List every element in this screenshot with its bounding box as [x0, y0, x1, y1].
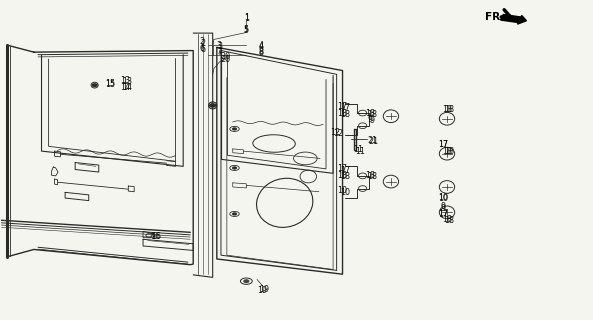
Text: 17: 17	[438, 140, 448, 149]
Text: 18: 18	[337, 171, 347, 180]
Text: 21: 21	[368, 137, 378, 146]
Text: 1: 1	[244, 13, 249, 22]
Text: 7: 7	[216, 47, 221, 56]
Text: 18: 18	[340, 109, 350, 118]
Circle shape	[210, 104, 216, 107]
Text: 5: 5	[244, 25, 249, 35]
Text: 16: 16	[151, 232, 161, 241]
Text: 10: 10	[438, 194, 448, 203]
Circle shape	[233, 128, 236, 130]
Text: 11: 11	[355, 147, 365, 156]
Text: 17: 17	[438, 209, 448, 218]
Text: 6: 6	[200, 44, 205, 53]
Text: 18: 18	[442, 105, 452, 114]
Text: 15: 15	[106, 79, 116, 88]
Text: 14: 14	[120, 83, 130, 92]
Text: 16: 16	[150, 232, 160, 241]
Text: 1: 1	[244, 14, 249, 23]
Circle shape	[93, 84, 97, 86]
Text: 3: 3	[216, 41, 221, 50]
Text: 2: 2	[200, 39, 206, 48]
Text: 3: 3	[217, 42, 222, 51]
Text: 17: 17	[340, 166, 350, 175]
Text: 14: 14	[122, 83, 132, 92]
Circle shape	[233, 167, 236, 169]
Text: 5: 5	[244, 26, 249, 35]
Text: 18: 18	[444, 147, 454, 156]
Text: 17: 17	[438, 210, 448, 219]
Text: 18: 18	[367, 172, 377, 181]
FancyArrow shape	[500, 14, 527, 24]
Text: 8: 8	[259, 48, 263, 57]
Text: 12: 12	[330, 128, 340, 137]
Text: 9: 9	[369, 116, 375, 125]
Text: 19: 19	[259, 285, 269, 294]
Text: 20: 20	[221, 55, 231, 64]
Text: 18: 18	[340, 172, 350, 181]
Text: 9: 9	[441, 204, 445, 213]
Text: 12: 12	[333, 129, 343, 138]
Text: 11: 11	[353, 145, 364, 154]
Text: 18: 18	[442, 215, 452, 224]
Text: 7: 7	[217, 48, 222, 57]
Text: 18: 18	[444, 105, 454, 114]
Text: 10: 10	[438, 193, 448, 202]
Text: 4: 4	[259, 41, 263, 50]
Text: 10: 10	[340, 188, 350, 197]
Text: 19: 19	[257, 286, 267, 295]
Text: 21: 21	[367, 136, 377, 146]
Text: 9: 9	[441, 203, 445, 212]
Circle shape	[244, 280, 248, 283]
Text: 10: 10	[337, 186, 347, 195]
Text: 13: 13	[122, 77, 132, 86]
Text: FR.: FR.	[486, 12, 505, 22]
Text: 6: 6	[201, 45, 206, 54]
Text: 18: 18	[365, 171, 375, 180]
Text: 18: 18	[337, 108, 347, 117]
Text: 15: 15	[106, 80, 116, 89]
Text: 18: 18	[367, 109, 377, 118]
Text: 8: 8	[259, 47, 263, 56]
Text: 13: 13	[120, 76, 130, 85]
Text: 4: 4	[259, 42, 263, 51]
Text: 18: 18	[444, 216, 454, 225]
Text: 17: 17	[438, 140, 448, 149]
Text: 18: 18	[365, 108, 375, 117]
Text: 18: 18	[442, 147, 452, 156]
Text: 20: 20	[221, 52, 231, 61]
Text: 17: 17	[340, 103, 350, 112]
Circle shape	[233, 213, 236, 215]
Text: 17: 17	[337, 102, 347, 111]
Text: 9: 9	[368, 115, 373, 124]
Text: 2: 2	[199, 37, 205, 46]
Text: 17: 17	[337, 164, 347, 173]
